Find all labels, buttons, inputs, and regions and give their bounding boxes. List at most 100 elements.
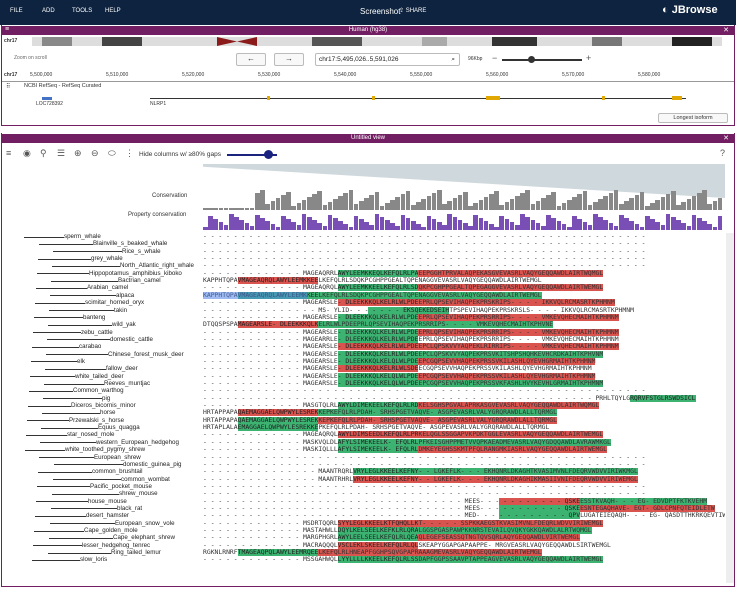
mouse-icon[interactable]: ⬭ — [108, 148, 116, 158]
tune-icon[interactable]: ☰ — [57, 148, 66, 158]
tree-leaf-label[interactable]: alpaca — [116, 291, 135, 299]
conservation-label[interactable]: Conservation — [152, 193, 188, 199]
tree-leaf-label[interactable]: common_brushtail — [92, 468, 143, 476]
tree-leaf-label[interactable]: lesser_hedgehog_tenrec — [82, 541, 151, 549]
tree-leaf-label[interactable]: domestic_guinea_pig — [123, 460, 182, 468]
tree-leaf-label[interactable]: wild_yak — [112, 321, 136, 329]
zoom-out-icon[interactable]: − — [492, 53, 498, 63]
alignment-row[interactable]: HRTAPPAPAQAEMAGGAELQWPWYLESREKKEPKEFQLRL… — [203, 416, 557, 424]
alignment-row[interactable]: - - - - - - - - - - - - - - - MAANTRHRLV… — [203, 475, 638, 483]
session-title[interactable]: Screenshot — [360, 7, 401, 16]
alignment-row[interactable]: HRTAPLALAEMAGGAELQWPWYLESREKKEPKEFQLRLPD… — [203, 424, 550, 432]
alignment-row[interactable]: - - - - - - - - - - - - - - - - - - - - … — [203, 490, 646, 498]
track-drag-handle-icon[interactable]: ⠿ — [6, 84, 11, 90]
msa-title[interactable]: Untitled view — [350, 135, 385, 141]
alignment-row[interactable]: - - - - - - - - - - - - - - - - - - - - … — [203, 247, 646, 255]
scrollbar[interactable] — [726, 233, 734, 583]
tree-leaf-label[interactable]: Hippopotamus_amphibius_kiboko — [89, 269, 182, 277]
pan-right-button[interactable]: → — [274, 53, 304, 66]
tree-leaf-label[interactable]: shrew_mouse — [119, 490, 158, 498]
tree-leaf-label[interactable]: Diceros_bicornis_minor — [71, 402, 136, 410]
help-icon[interactable]: ? — [720, 148, 726, 158]
tree-leaf-label[interactable]: fallow_deer — [106, 365, 138, 373]
tree-leaf-label[interactable]: white_tailed_deer — [75, 372, 124, 380]
tree-leaf-label[interactable]: Equus_quagga — [98, 424, 140, 432]
tree-leaf-label[interactable]: zebu_cattle — [81, 328, 113, 336]
locus-input[interactable]: chr17:5,495,026..5,591,026 ⌕ — [315, 53, 460, 66]
tree-leaf-label[interactable]: Przewalski_s_horse — [69, 416, 125, 424]
tree-leaf-label[interactable]: Blainville_s_beaked_whale — [93, 240, 168, 248]
alignment-row[interactable]: - - - - - - - - - - - - - - - - - - - - … — [203, 387, 646, 395]
search-icon[interactable]: ⌕ — [451, 56, 455, 63]
tree-leaf-label[interactable]: Cape_elephant_shrew — [113, 534, 175, 542]
gap-slider-thumb[interactable] — [264, 150, 273, 159]
menu-help[interactable]: HELP — [105, 8, 121, 14]
tree-leaf-label[interactable]: elk — [77, 357, 85, 365]
alignment-row[interactable]: - - - - - - - - - - - - - MAGEARSLE- DLE… — [203, 372, 596, 380]
palette-icon[interactable]: ◉ — [23, 148, 31, 158]
alignment-row[interactable]: - - - - - - - - - - - - - MASTAHWLLDQYLK… — [203, 527, 592, 534]
alignment-row[interactable]: - - - - - - - - - - - - - - - - - - - - … — [203, 460, 646, 468]
filter-icon[interactable]: ⚲ — [40, 148, 47, 158]
tree-leaf-label[interactable]: Ring_tailed_lemur — [111, 549, 161, 557]
tree-leaf-label[interactable]: North_Atlantic_right_whale — [120, 262, 194, 270]
alignment-row[interactable]: - - - - - - - - - - - - - - - - - - - - … — [203, 482, 646, 490]
alignment-row[interactable]: - - - - - - - - - - - - - MAGEARSLE- DLE… — [203, 350, 604, 358]
alignment-row[interactable]: - - - - - - - - - - - - - MAGEARSLE- DLE… — [203, 365, 592, 373]
alignment-row[interactable]: - - - - - - - - - - - - - MAGEAQRQLAWYLD… — [203, 431, 604, 439]
lgv-title[interactable]: Human (hg38) — [348, 27, 388, 33]
tree-leaf-label[interactable]: house_mouse — [88, 497, 127, 505]
menu-icon[interactable]: ≡ — [6, 148, 12, 158]
alignment-row[interactable]: - - - - - - - - - - - - - - - - - - - - … — [203, 504, 715, 512]
zoom-slider[interactable] — [502, 59, 582, 61]
tree-leaf-label[interactable]: desert_hamster — [86, 512, 129, 520]
alignment-row[interactable]: - - - - - - - - - - - - - MAGEARSLE- DLE… — [203, 380, 604, 387]
menu-add[interactable]: ADD — [42, 8, 55, 14]
tree-leaf-label[interactable]: western_European_hedgehog — [96, 438, 179, 446]
menu-tools[interactable]: TOOLS — [72, 8, 93, 14]
phylogenetic-tree[interactable]: sperm_whale Blainville_s_beaked_whale Rice… — [4, 233, 202, 583]
tree-leaf-label[interactable]: sperm_whale — [64, 233, 101, 240]
alignment-row[interactable]: - - - - - - - - - - - - - - - - - - - - … — [203, 255, 646, 263]
tree-leaf-label[interactable]: Reeves_muntjac — [104, 380, 151, 387]
tree-leaf-label[interactable]: common_wombat — [121, 475, 170, 483]
zoom-in-icon[interactable]: ⊕ — [74, 148, 82, 158]
pan-left-button[interactable]: ← — [236, 53, 266, 66]
menu-file[interactable]: FILE — [10, 8, 23, 14]
tree-leaf-label[interactable]: Cape_golden_mole — [84, 527, 138, 534]
alignment-row[interactable]: KAPPHTQPAVMAGEAQRQLAWYLEEMKKEELKEFQLRLSD… — [203, 277, 542, 285]
tree-leaf-label[interactable]: European_snow_vole — [115, 519, 175, 527]
tree-leaf-label[interactable]: star_nosed_mole — [67, 431, 115, 439]
alignment-row[interactable]: - - - - - - - - - - - - - - - - - - - - … — [203, 512, 725, 520]
tree-leaf-label[interactable]: banteng — [83, 313, 106, 321]
zoom-in-icon[interactable]: + — [586, 53, 592, 63]
alignment-row[interactable]: - - - - - - - - - - - - - MASKIQLLLAFYLS… — [203, 446, 608, 454]
alignment-row[interactable]: - - - - - - - - - - - - - - - MS- YLID- … — [203, 306, 634, 314]
tree-leaf-label[interactable]: grey_whale — [91, 255, 123, 263]
alignment-row[interactable]: - - - - - - - - - - - - - - - - - - - - … — [203, 240, 646, 248]
alignment-row[interactable]: - - - - - - - - - - - - - MAGEARRLE- DLE… — [203, 335, 619, 343]
tree-leaf-label[interactable]: Pacific_pocket_mouse — [90, 482, 152, 490]
alignment-row[interactable]: - - - - - - - - - - - - - - - - - - - - … — [203, 394, 696, 402]
property-conservation-label[interactable]: Property conservation — [128, 212, 187, 218]
close-view-icon[interactable]: ✕ — [723, 135, 729, 142]
alignment-row[interactable]: - - - - - - - - - - - - - - - - - - - - … — [203, 497, 708, 505]
alignment-row[interactable]: - - - - - - - - - - - - - MAGEARSLE- DLE… — [203, 299, 615, 307]
more-icon[interactable]: ⋮ — [125, 148, 134, 158]
tree-leaf-label[interactable]: white_toothed_pygmy_shrew — [65, 446, 146, 454]
view-menu-icon[interactable]: ≡ — [5, 26, 10, 33]
alignment-row[interactable]: - - - - - - - - - - - - - MAGEAQRQLAWYLE… — [203, 284, 604, 292]
share-button[interactable]: ⇪ SHARE — [399, 8, 427, 14]
gap-slider[interactable] — [227, 154, 277, 156]
alignment-row[interactable]: - - - - - - - - - - - - - MAGEARSLE- DLE… — [203, 343, 619, 351]
alignment-row[interactable]: - - - - - - - - - - - - - MAGEARSLE- DLE… — [203, 328, 619, 336]
alignment-row[interactable]: - - - - - - - - - - - - - MAGEARSLE- DLE… — [203, 357, 596, 365]
alignment-row[interactable]: RGKNLRNRFTMAGEAQPQLAWYLEEMRQEELKEFQLRLHN… — [203, 549, 542, 557]
alignment-row[interactable]: - - - - - - - - - - - - - MAGEAQRRLAWYLE… — [203, 269, 604, 277]
tree-leaf-label[interactable]: Chinese_forest_musk_deer — [108, 350, 184, 358]
zoom-out-icon[interactable]: ⊖ — [91, 148, 99, 158]
longest-isoform-button[interactable]: Longest isoform — [658, 113, 728, 123]
alignment-row[interactable]: - - - - - - - - - - - - - MSDRTQQRLSYYLE… — [203, 519, 604, 527]
close-view-icon[interactable]: ✕ — [723, 27, 729, 34]
ideogram[interactable] — [32, 37, 722, 46]
